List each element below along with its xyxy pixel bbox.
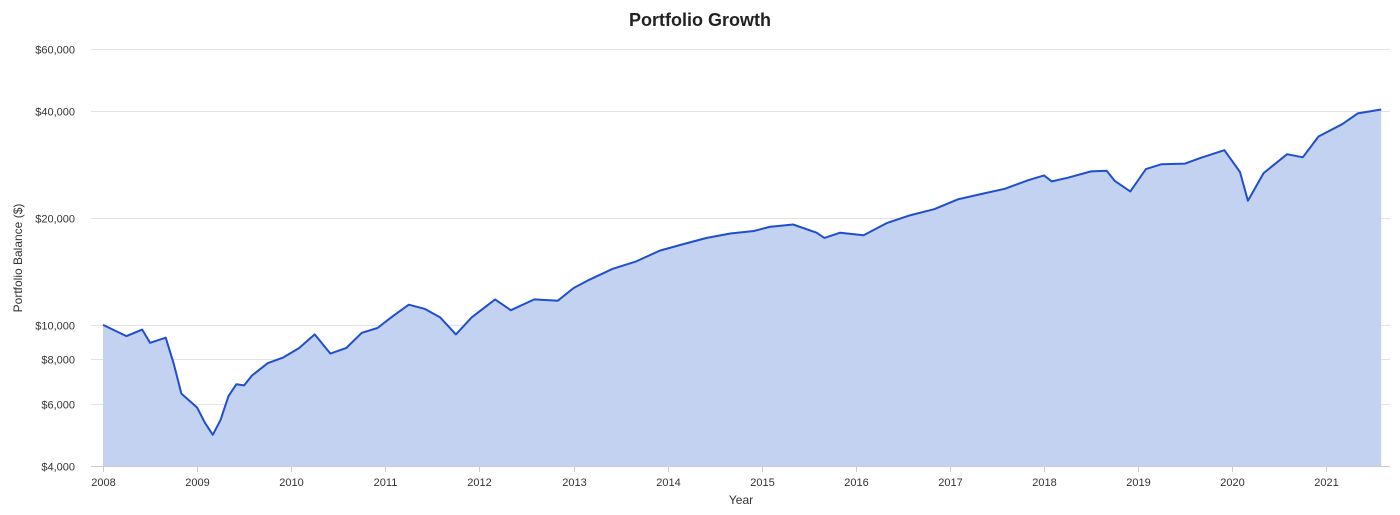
- series-line: [102, 108, 1382, 436]
- x-tick-label: 2012: [467, 477, 491, 489]
- x-tick-label: 2015: [750, 477, 774, 489]
- x-tick-labels: 2008 2009 2010 2011 2012 2013 2014 2015 2016 2017…: [91, 466, 1339, 489]
- x-tick-label: 2008: [91, 477, 115, 489]
- x-tick-label: 2014: [656, 477, 680, 489]
- y-tick-labels: $4,000 $6,000 $8,000 $10,000 $20,000 $40,000 $…: [35, 45, 75, 474]
- x-tick-label: 2018: [1032, 477, 1056, 489]
- y-tick-label: $20,000: [35, 214, 75, 226]
- x-tick-label: 2021: [1314, 477, 1338, 489]
- y-tick-label: $60,000: [35, 45, 75, 57]
- y-tick-label: $8,000: [41, 355, 75, 367]
- x-tick-label: 2010: [279, 477, 303, 489]
- x-tick-label: 2013: [562, 477, 586, 489]
- x-tick-label: 2009: [185, 477, 209, 489]
- x-tick-label: 2020: [1220, 477, 1244, 489]
- x-tick-label: 2017: [938, 477, 962, 489]
- y-axis-title: Portfolio Balance ($): [11, 204, 25, 313]
- chart-title: Portfolio Growth: [629, 10, 771, 30]
- x-tick-label: 2016: [844, 477, 868, 489]
- y-tick-label: $6,000: [41, 400, 75, 412]
- x-tick-label: 2019: [1126, 477, 1150, 489]
- y-tick-label: $4,000: [41, 462, 75, 474]
- area-fill: [103, 109, 1382, 466]
- x-tick-label: 2011: [374, 477, 398, 489]
- x-axis-title: Year: [729, 493, 753, 507]
- y-tick-label: $10,000: [35, 321, 75, 333]
- y-tick-label: $40,000: [35, 107, 75, 119]
